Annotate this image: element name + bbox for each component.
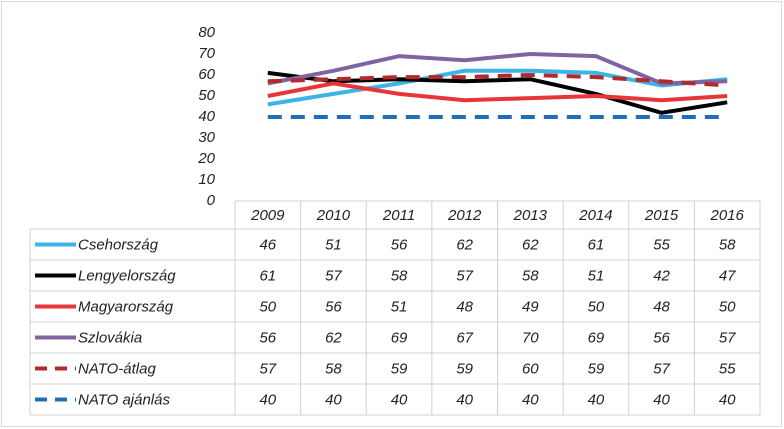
table-cell: 67 — [456, 329, 473, 346]
table-cell: 51 — [325, 236, 342, 253]
y-tick-label: 0 — [207, 192, 216, 209]
table-cell: 50 — [719, 298, 736, 315]
table-cell: 58 — [325, 360, 342, 377]
table-cell: 56 — [391, 236, 408, 253]
x-tick-label: 2012 — [447, 207, 482, 224]
table-cell: 47 — [719, 267, 736, 284]
table-cell: 62 — [522, 236, 539, 253]
table-cell: 40 — [522, 391, 539, 408]
table-cell: 46 — [259, 236, 276, 253]
table-cell: 58 — [719, 236, 736, 253]
table-cell: 57 — [719, 329, 736, 346]
table-cell: 57 — [456, 267, 473, 284]
table-cell: 62 — [456, 236, 473, 253]
table-cell: 51 — [391, 298, 408, 315]
table-cell: 70 — [522, 329, 539, 346]
table-cell: 55 — [653, 236, 670, 253]
table-cell: 56 — [259, 329, 276, 346]
table-cell: 69 — [391, 329, 408, 346]
table-cell: 40 — [719, 391, 736, 408]
legend-label: NATO-átlag — [78, 360, 156, 377]
table-cell: 40 — [653, 391, 670, 408]
table-cell: 57 — [325, 267, 342, 284]
table-cell: 48 — [456, 298, 473, 315]
y-tick-label: 30 — [198, 129, 215, 146]
table-cell: 60 — [522, 360, 539, 377]
table-cell: 42 — [653, 267, 670, 284]
series-line — [267, 72, 728, 88]
table-cell: 61 — [588, 236, 605, 253]
table-cell: 57 — [653, 360, 670, 377]
legend-label: NATO ajánlás — [78, 391, 170, 408]
x-tick-label: 2016 — [710, 207, 745, 224]
table-cell: 50 — [588, 298, 605, 315]
table-cell: 51 — [588, 267, 605, 284]
x-tick-label: 2011 — [382, 207, 415, 224]
y-tick-label: 10 — [198, 171, 215, 188]
x-tick-label: 2013 — [513, 207, 548, 224]
table-cell: 40 — [588, 391, 605, 408]
table-cell: 58 — [391, 267, 408, 284]
table-cell: 56 — [653, 329, 670, 346]
x-tick-label: 2010 — [316, 207, 351, 224]
legend-label: Csehország — [78, 236, 159, 253]
table-cell: 56 — [325, 298, 342, 315]
table-cell: 40 — [259, 391, 276, 408]
legend-label: Lengyelország — [78, 267, 176, 284]
table-cell: 40 — [325, 391, 342, 408]
table-cell: 49 — [522, 298, 539, 315]
table-cell: 62 — [325, 329, 342, 346]
series-line — [267, 70, 728, 115]
y-tick-label: 40 — [198, 108, 215, 125]
x-tick-label: 2009 — [250, 207, 285, 224]
table-cell: 55 — [719, 360, 736, 377]
table-cell: 40 — [391, 391, 408, 408]
table-cell: 59 — [391, 360, 408, 377]
y-tick-label: 80 — [198, 24, 215, 41]
table-cell: 59 — [588, 360, 605, 377]
y-tick-label: 20 — [197, 150, 215, 167]
table-cell: 57 — [259, 360, 276, 377]
table-cell: 69 — [588, 329, 605, 346]
series-line — [267, 68, 728, 107]
legend-label: Szlovákia — [78, 329, 142, 346]
table-cell: 58 — [522, 267, 539, 284]
series-line — [267, 51, 728, 86]
table-cell: 50 — [259, 298, 276, 315]
table-cell: 59 — [456, 360, 473, 377]
y-tick-label: 60 — [198, 66, 215, 83]
x-tick-label: 2014 — [578, 207, 612, 224]
table-cell: 61 — [259, 267, 276, 284]
y-tick-label: 50 — [198, 87, 215, 104]
series-line — [267, 81, 728, 103]
table-cell: 40 — [456, 391, 473, 408]
x-tick-label: 2015 — [644, 207, 679, 224]
table-cell: 48 — [653, 298, 670, 315]
y-tick-label: 70 — [198, 45, 215, 62]
legend-label: Magyarország — [78, 298, 174, 315]
